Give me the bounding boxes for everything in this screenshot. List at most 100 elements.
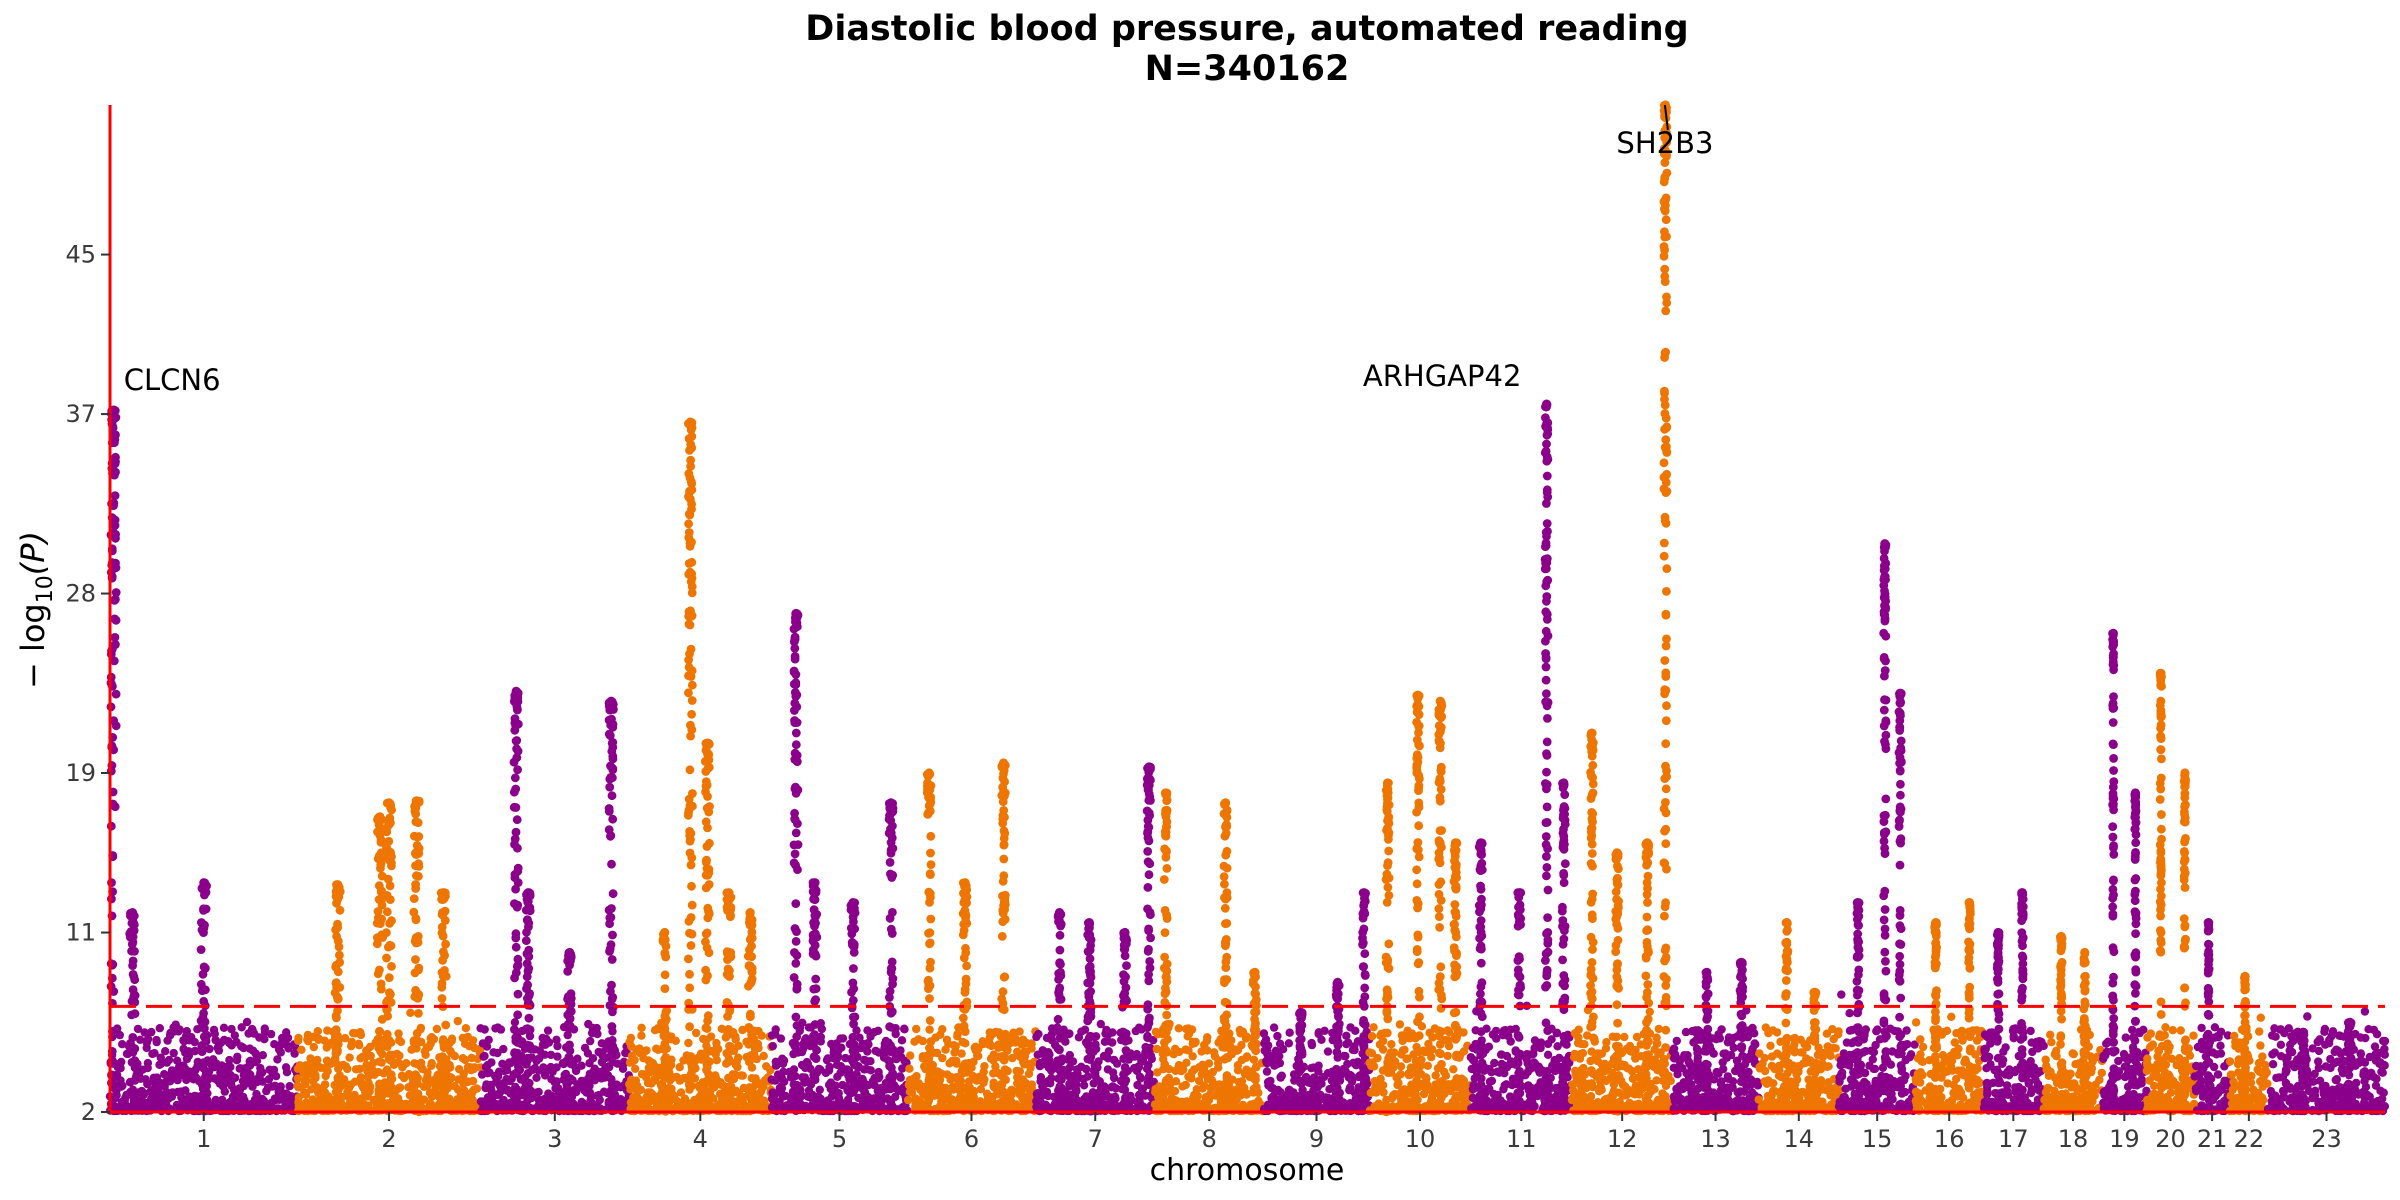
snp-point: [829, 1048, 838, 1057]
peak-top-point: [791, 608, 801, 619]
snp-point: [245, 1061, 255, 1070]
snp-point: [1000, 1029, 1010, 1039]
snp-point: [762, 1062, 771, 1071]
snp-point: [1091, 1068, 1100, 1077]
snp-point: [197, 1091, 207, 1101]
snp-point: [679, 1056, 688, 1065]
snp-point: [608, 751, 618, 761]
snp-point: [960, 988, 970, 997]
snp-point: [111, 530, 120, 539]
snp-point: [1084, 992, 1094, 1001]
snp-point: [597, 1074, 606, 1083]
snp-point: [1119, 1099, 1129, 1108]
snp-point: [1206, 1083, 1215, 1093]
snp-point: [211, 1099, 220, 1108]
snp-point: [293, 1036, 303, 1046]
snp-point: [335, 905, 345, 915]
snp-point: [1202, 1036, 1212, 1046]
snp-point: [1233, 1085, 1242, 1094]
snp-point: [724, 1054, 734, 1064]
snp-point: [294, 1083, 303, 1092]
snp-point: [798, 1060, 807, 1070]
snp-point: [1056, 971, 1066, 980]
snp-point: [360, 1053, 370, 1062]
snp-point: [989, 1069, 998, 1078]
snp-point: [874, 1067, 883, 1077]
snp-point: [847, 987, 856, 997]
snp-point: [687, 881, 696, 891]
snp-point: [885, 858, 895, 867]
snp-point: [608, 889, 618, 899]
snp-point: [925, 1043, 935, 1053]
snp-point: [999, 972, 1009, 982]
snp-point: [414, 1009, 423, 1018]
snp-point: [199, 904, 208, 914]
snp-point: [585, 1081, 594, 1091]
snp-point: [306, 1054, 315, 1063]
snp-point: [907, 1084, 916, 1094]
snp-point: [924, 793, 933, 802]
snp-point: [437, 994, 447, 1003]
snp-point: [411, 884, 421, 893]
snp-point: [585, 1088, 595, 1097]
snp-point: [743, 951, 753, 961]
chromosome-4-points: [625, 417, 776, 1116]
snp-point: [687, 900, 697, 910]
snp-point: [860, 1088, 869, 1098]
snp-point: [167, 1066, 177, 1075]
snp-point: [255, 1033, 264, 1042]
snp-point: [606, 986, 615, 996]
snp-point: [950, 1048, 959, 1057]
snp-point: [684, 808, 693, 818]
snp-point: [960, 1059, 970, 1069]
snp-point: [366, 1082, 375, 1092]
snp-point: [376, 979, 386, 989]
peak-top-point: [523, 888, 533, 898]
snp-point: [703, 764, 713, 773]
snp-point: [607, 859, 616, 869]
snp-point: [923, 810, 933, 819]
snp-point: [747, 966, 757, 976]
snp-point: [670, 1091, 679, 1101]
snp-point: [604, 807, 614, 816]
snp-point: [512, 1069, 522, 1079]
snp-point: [684, 1038, 693, 1048]
snp-point: [792, 1032, 802, 1042]
peak-top-point: [1120, 927, 1130, 938]
peak-top-point: [660, 927, 670, 938]
snp-point: [637, 1023, 646, 1032]
snp-point: [790, 706, 799, 715]
snp-point: [949, 1085, 958, 1094]
snp-point: [751, 1074, 760, 1083]
snp-point: [810, 911, 820, 920]
snp-point: [891, 1029, 900, 1039]
snp-point: [133, 1024, 143, 1034]
snp-point: [686, 644, 696, 654]
snp-point: [110, 633, 120, 642]
snp-point: [752, 1041, 761, 1051]
snp-point: [650, 1075, 659, 1084]
snp-point: [181, 1086, 190, 1095]
snp-point: [354, 1039, 363, 1049]
snp-point: [313, 1027, 322, 1036]
snp-point: [274, 1045, 284, 1054]
snp-point: [1054, 1074, 1063, 1083]
snp-point: [383, 1011, 392, 1021]
snp-point: [607, 955, 617, 964]
snp-point: [1111, 1094, 1120, 1103]
snp-point: [411, 955, 420, 964]
snp-point: [631, 1076, 641, 1085]
snp-point: [989, 1078, 998, 1087]
snp-point: [701, 858, 711, 867]
snp-point: [510, 973, 519, 983]
snp-point: [1000, 894, 1010, 903]
snp-point: [386, 1103, 396, 1112]
snp-point: [686, 835, 695, 844]
snp-point: [308, 1032, 318, 1042]
snp-point: [1101, 1029, 1110, 1038]
snp-point: [491, 1099, 500, 1109]
snp-point: [441, 939, 450, 949]
snp-point: [111, 588, 121, 597]
snp-point: [297, 1045, 306, 1055]
snp-point: [777, 1084, 787, 1093]
